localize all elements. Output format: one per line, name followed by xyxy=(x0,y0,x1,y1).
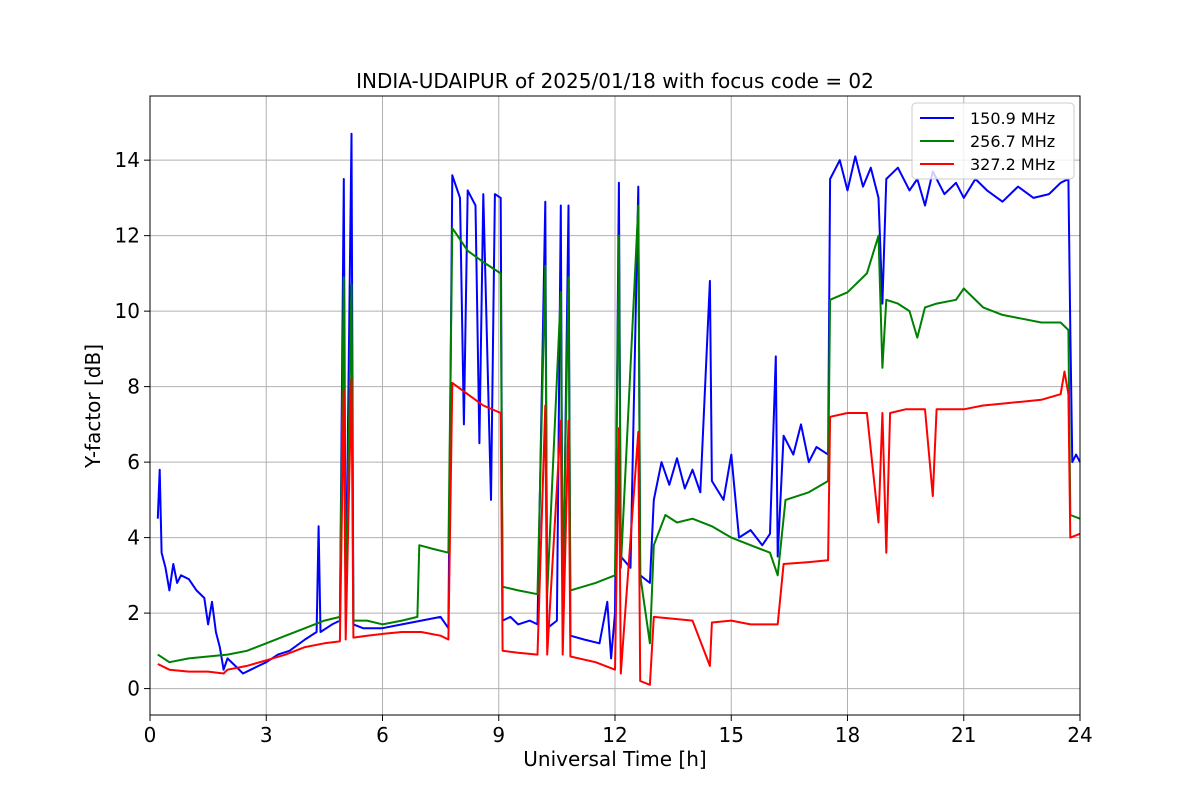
x-tick-label: 24 xyxy=(1067,723,1092,747)
x-tick-label: 15 xyxy=(719,723,744,747)
y-tick-label: 10 xyxy=(115,299,140,323)
y-tick-label: 8 xyxy=(127,375,140,399)
y-tick-label: 0 xyxy=(127,677,140,701)
y-tick-label: 4 xyxy=(127,526,140,550)
x-tick-label: 21 xyxy=(951,723,976,747)
x-tick-label: 18 xyxy=(835,723,860,747)
x-axis-ticks: 0 3 6 9 12 15 18 21 24 xyxy=(144,715,1093,747)
legend-label: 150.9 MHz xyxy=(970,109,1055,128)
x-tick-label: 9 xyxy=(492,723,505,747)
legend-box xyxy=(911,102,1075,180)
y-tick-label: 12 xyxy=(115,224,140,248)
grid xyxy=(149,96,1081,715)
legend-label: 256.7 MHz xyxy=(970,132,1055,151)
y-axis-ticks: 0 2 4 6 8 10 12 14 xyxy=(115,148,150,701)
series-layer xyxy=(156,132,1081,686)
series-line-2 xyxy=(157,204,1081,664)
x-tick-label: 12 xyxy=(602,723,627,747)
x-axis-label: Universal Time [h] xyxy=(523,747,706,771)
y-axis-label: Y-factor [dB] xyxy=(81,344,105,469)
x-tick-label: 6 xyxy=(376,723,389,747)
y-tick-label: 2 xyxy=(127,601,140,625)
series-line-1 xyxy=(156,132,1081,675)
chart-title: INDIA-UDAIPUR of 2025/01/18 with focus c… xyxy=(356,69,874,93)
y-tick-label: 6 xyxy=(127,450,140,474)
legend: 150.9 MHz 256.7 MHz 327.2 MHz xyxy=(911,102,1075,180)
series-line-3 xyxy=(157,370,1081,686)
x-tick-label: 0 xyxy=(144,723,157,747)
legend-label: 327.2 MHz xyxy=(970,155,1055,174)
x-tick-label: 3 xyxy=(260,723,273,747)
y-tick-label: 14 xyxy=(115,148,140,172)
